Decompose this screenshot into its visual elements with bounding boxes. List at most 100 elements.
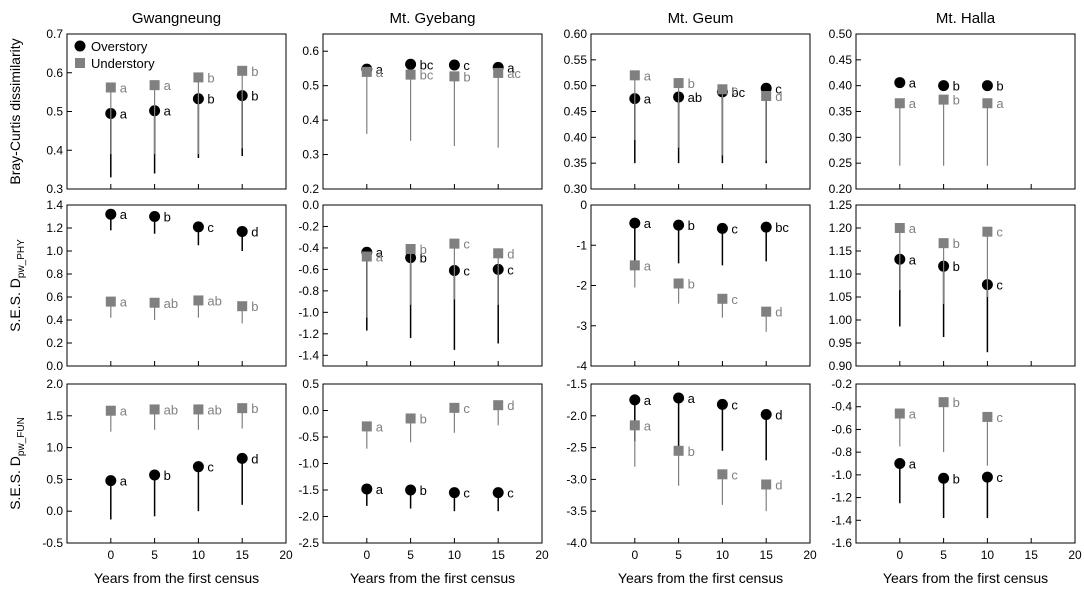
x-tick-label: 0 xyxy=(631,548,638,562)
y-tick-label: -1.5 xyxy=(298,483,319,497)
overstory-letter: bc xyxy=(775,220,789,235)
y-tick-label: 1.00 xyxy=(829,313,853,327)
understory-point xyxy=(405,69,416,80)
understory-point xyxy=(493,67,504,78)
understory-point xyxy=(717,469,728,480)
understory-point xyxy=(449,402,460,413)
overstory-letter: a xyxy=(120,474,128,489)
understory-letter: d xyxy=(775,89,782,104)
overstory-point xyxy=(448,59,460,71)
y-tick-label: -0.2 xyxy=(298,219,319,233)
overstory-letter: a xyxy=(688,391,696,406)
x-axis-label: Years from the first census xyxy=(94,570,259,586)
understory-point xyxy=(149,80,160,91)
y-tick-label: 1.2 xyxy=(46,221,63,235)
y-tick-label: 0.0 xyxy=(302,198,319,212)
understory-point xyxy=(149,297,160,308)
x-axis-label: Years from the first census xyxy=(350,570,515,586)
understory-point xyxy=(629,420,640,431)
panel-frame xyxy=(66,204,287,367)
understory-point xyxy=(149,404,160,415)
panel-frame xyxy=(590,383,811,544)
understory-point xyxy=(361,251,372,262)
y-tick-label: -1.0 xyxy=(298,457,319,471)
overstory-point xyxy=(361,483,373,495)
understory-letter: d xyxy=(775,305,782,320)
overstory-letter: c xyxy=(207,460,214,475)
y-tick-label: 0.7 xyxy=(46,27,63,41)
overstory-letter: c xyxy=(463,486,470,501)
understory-letter: b xyxy=(251,401,258,416)
overstory-letter: a xyxy=(909,252,917,267)
understory-point xyxy=(673,278,684,289)
overstory-point xyxy=(760,221,772,233)
y-tick-label: 0.25 xyxy=(829,156,853,170)
y-tick-label: -2.5 xyxy=(566,441,587,455)
x-tick-label: 20 xyxy=(803,548,817,562)
understory-point xyxy=(449,71,460,82)
overstory-point xyxy=(894,458,906,469)
overstory-point xyxy=(673,219,685,231)
understory-point xyxy=(237,65,248,76)
y-tick-label: -1.6 xyxy=(831,536,852,550)
y-tick-label: 0.40 xyxy=(829,79,853,93)
understory-letter: b xyxy=(953,93,960,108)
y-tick-label: 0.4 xyxy=(46,143,63,157)
y-tick-label: 0.4 xyxy=(46,313,63,327)
understory-letter: c xyxy=(731,82,738,97)
x-tick-label: 10 xyxy=(716,548,730,562)
understory-point xyxy=(193,295,204,306)
understory-letter: a xyxy=(909,407,917,422)
overstory-letter: b xyxy=(420,483,427,498)
y-tick-label: 0.35 xyxy=(829,105,853,119)
x-tick-label: 5 xyxy=(675,548,682,562)
understory-point xyxy=(982,226,993,237)
y-tick-label: 1.0 xyxy=(46,244,63,258)
overstory-letter: c xyxy=(996,470,1003,485)
y-tick-label: 0.5 xyxy=(46,472,63,486)
y-tick-label: -4 xyxy=(576,359,587,373)
overstory-letter: d xyxy=(775,408,782,423)
understory-letter: a xyxy=(644,68,652,83)
understory-letter: b xyxy=(688,276,695,291)
overstory-point xyxy=(149,469,161,481)
understory-point xyxy=(894,408,905,419)
y-tick-label: 0.0 xyxy=(302,404,319,418)
understory-point xyxy=(673,445,684,456)
understory-letter: b xyxy=(251,64,258,79)
overstory-letter: b xyxy=(164,210,171,225)
understory-letter: c xyxy=(463,401,470,416)
y-tick-label: 0.30 xyxy=(564,182,588,196)
understory-letter: c xyxy=(731,467,738,482)
understory-point xyxy=(938,397,949,408)
overstory-letter: a xyxy=(644,92,652,107)
y-tick-label: 0.5 xyxy=(46,105,63,119)
overstory-point xyxy=(716,222,728,234)
understory-point xyxy=(105,405,116,416)
y-tick-label: -2.0 xyxy=(298,510,319,524)
x-tick-label: 0 xyxy=(363,548,370,562)
overstory-letter: a xyxy=(120,106,128,121)
y-tick-label: 0.55 xyxy=(564,53,588,67)
y-tick-label: -1.2 xyxy=(298,327,319,341)
y-tick-label: 1.25 xyxy=(829,198,853,212)
understory-letter: b xyxy=(420,411,427,426)
overstory-letter: bc xyxy=(731,85,745,100)
x-tick-label: 5 xyxy=(940,548,947,562)
understory-point xyxy=(673,78,684,89)
understory-letter: c xyxy=(731,292,738,307)
overstory-point xyxy=(716,398,728,410)
y-tick-label: 0.0 xyxy=(46,504,63,518)
y-tick-label: -1 xyxy=(576,238,587,252)
understory-point xyxy=(894,98,905,109)
overstory-letter: b xyxy=(953,259,960,274)
y-axis-label: S.E.S. Dpw_FUN xyxy=(7,417,27,510)
x-axis-label: Years from the first census xyxy=(883,570,1048,586)
understory-letter: ac xyxy=(507,66,521,81)
y-tick-label: -0.6 xyxy=(831,422,852,436)
overstory-letter: a xyxy=(507,60,515,75)
understory-point xyxy=(449,238,460,249)
understory-letter: d xyxy=(775,477,782,492)
overstory-letter: c xyxy=(463,263,470,278)
